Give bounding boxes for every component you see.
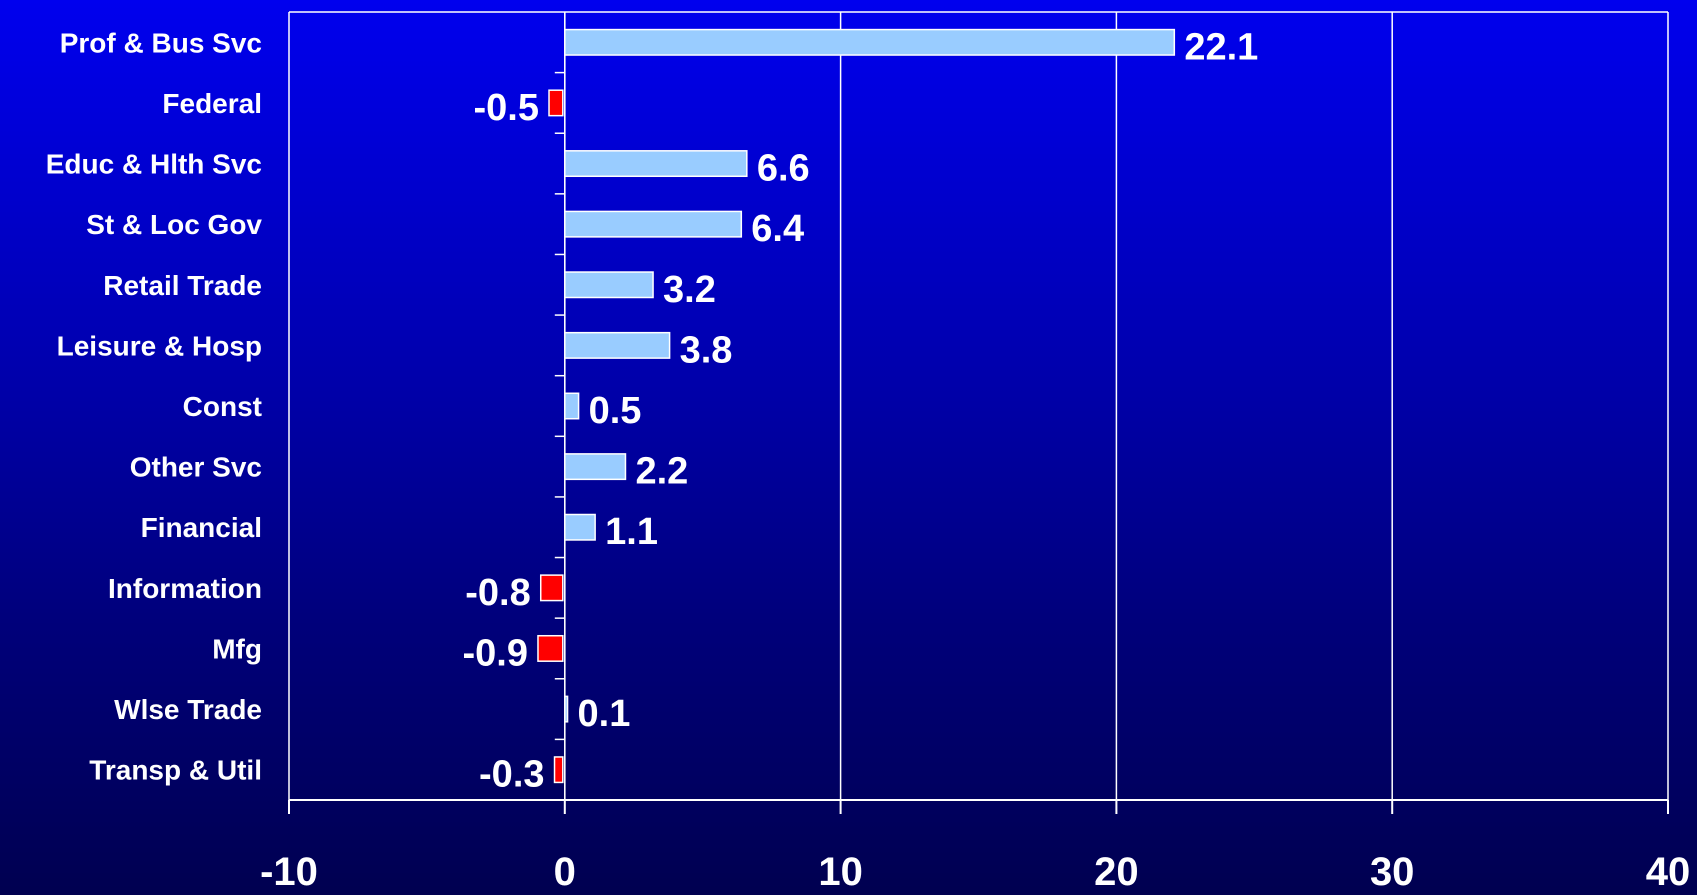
value-label: 3.8	[680, 329, 733, 371]
bar-6	[564, 331, 671, 359]
value-label: 1.1	[605, 511, 658, 553]
x-tick-label: 30	[1370, 850, 1415, 894]
bar-8	[564, 453, 627, 481]
value-label: 6.6	[757, 148, 810, 190]
category-label: Federal	[162, 88, 262, 119]
category-label: Const	[183, 391, 262, 422]
category-label: St & Loc Gov	[86, 209, 262, 240]
value-label: -0.3	[479, 754, 544, 796]
x-tick-label: 40	[1646, 850, 1691, 894]
bar-2	[548, 89, 564, 117]
category-label: Mfg	[212, 633, 262, 664]
bar-3	[564, 150, 748, 178]
bar-5	[564, 271, 654, 299]
category-label: Prof & Bus Svc	[60, 27, 262, 58]
value-label: -0.5	[474, 87, 539, 129]
value-label: -0.8	[465, 572, 530, 614]
x-tick-label: 10	[818, 850, 863, 894]
value-label: -0.9	[462, 632, 527, 674]
bar-10	[539, 574, 564, 602]
bar-1	[564, 28, 1176, 56]
category-label: Leisure & Hosp	[57, 330, 262, 361]
value-label: 3.2	[663, 269, 716, 311]
value-label: 0.1	[578, 693, 631, 735]
category-label: Educ & Hlth Svc	[46, 149, 262, 180]
grid-lines	[288, 11, 1669, 800]
value-label: 0.5	[589, 390, 642, 432]
category-label: Financial	[141, 512, 262, 543]
value-label: 6.4	[751, 208, 804, 250]
category-label: Other Svc	[130, 452, 262, 483]
value-label: 22.1	[1184, 26, 1258, 68]
bar-13	[553, 756, 564, 784]
bar-7	[564, 392, 580, 420]
labels: -10 0 10 20 30 40 Prof & Bus Svc 22.1 Federal -0.…	[46, 26, 1691, 894]
bar-9	[564, 513, 596, 541]
bar-12	[564, 695, 569, 723]
category-label: Retail Trade	[103, 270, 262, 301]
axes	[288, 12, 1669, 814]
category-label: Wlse Trade	[114, 694, 262, 725]
category-label: Information	[108, 573, 262, 604]
bar-4	[564, 210, 743, 238]
x-tick-label: 20	[1094, 850, 1139, 894]
value-label: 2.2	[635, 451, 688, 493]
x-tick-label: 0	[554, 850, 576, 894]
x-tick-label: -10	[260, 850, 318, 894]
bars	[537, 28, 1176, 784]
category-label: Transp & Util	[89, 755, 262, 786]
bar-11	[537, 634, 564, 662]
